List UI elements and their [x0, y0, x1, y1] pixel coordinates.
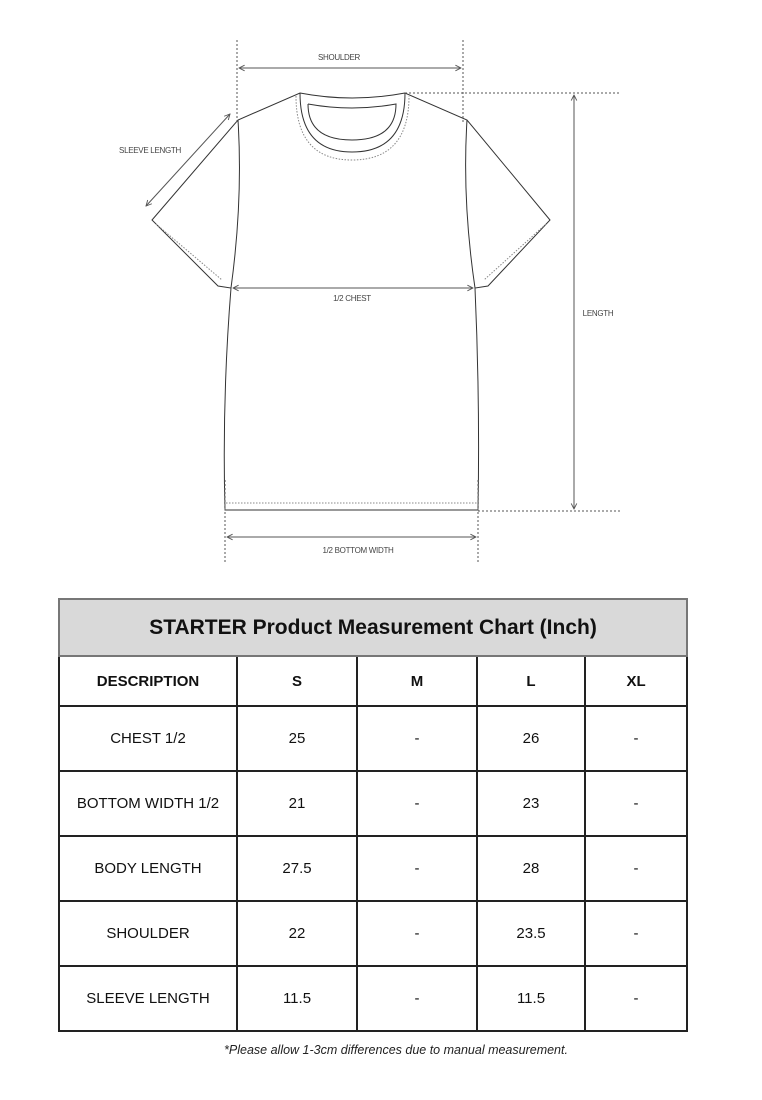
size-value: -	[583, 770, 689, 837]
table-row: SHOULDER 22-23.5-	[58, 900, 689, 967]
size-value: 26	[476, 705, 586, 772]
header-s: S	[236, 655, 358, 707]
size-value: 23.5	[476, 900, 586, 967]
tshirt-measurement-diagram: SHOULDER SLEEVE LENGTH 1/2 CHEST LENGTH …	[119, 40, 620, 562]
measurement-table: STARTER Product Measurement Chart (Inch)…	[57, 598, 689, 1032]
size-value: -	[356, 835, 478, 902]
header-description: DESCRIPTION	[58, 655, 238, 707]
tshirt-outline	[151, 92, 551, 511]
table-header-row: DESCRIPTION S M L XL	[58, 655, 689, 707]
size-value: -	[583, 965, 689, 1032]
sleeve-length-label: SLEEVE LENGTH	[119, 146, 181, 155]
row-description: CHEST 1/2	[58, 705, 238, 772]
size-value: -	[356, 965, 478, 1032]
size-value: -	[583, 705, 689, 772]
length-label: LENGTH	[583, 309, 614, 318]
table-row: CHEST 1/2 25-26-	[58, 705, 689, 772]
table-title: STARTER Product Measurement Chart (Inch)	[57, 598, 689, 657]
row-description: SHOULDER	[58, 900, 238, 967]
size-value: 11.5	[236, 965, 358, 1032]
header-xl: XL	[583, 655, 689, 707]
table-row: BOTTOM WIDTH 1/2 21-23-	[58, 770, 689, 837]
size-value: 27.5	[236, 835, 358, 902]
header-l: L	[476, 655, 586, 707]
row-description: BOTTOM WIDTH 1/2	[58, 770, 238, 837]
size-value: 21	[236, 770, 358, 837]
row-description: BODY LENGTH	[58, 835, 238, 902]
shoulder-label: SHOULDER	[318, 53, 361, 62]
size-value: -	[583, 835, 689, 902]
size-value: -	[583, 900, 689, 967]
size-value: 23	[476, 770, 586, 837]
header-m: M	[356, 655, 478, 707]
size-value: 22	[236, 900, 358, 967]
size-value: 11.5	[476, 965, 586, 1032]
chest-label: 1/2 CHEST	[333, 294, 371, 303]
size-value: 25	[236, 705, 358, 772]
footnote: *Please allow 1-3cm differences due to m…	[224, 1043, 568, 1057]
measurement-guides	[146, 40, 620, 562]
row-description: SLEEVE LENGTH	[58, 965, 238, 1032]
size-value: -	[356, 900, 478, 967]
table-row: SLEEVE LENGTH 11.5-11.5-	[58, 965, 689, 1032]
size-value: -	[356, 705, 478, 772]
bottom-width-label: 1/2 BOTTOM WIDTH	[322, 546, 394, 555]
size-value: 28	[476, 835, 586, 902]
table-row: BODY LENGTH 27.5-28-	[58, 835, 689, 902]
size-value: -	[356, 770, 478, 837]
